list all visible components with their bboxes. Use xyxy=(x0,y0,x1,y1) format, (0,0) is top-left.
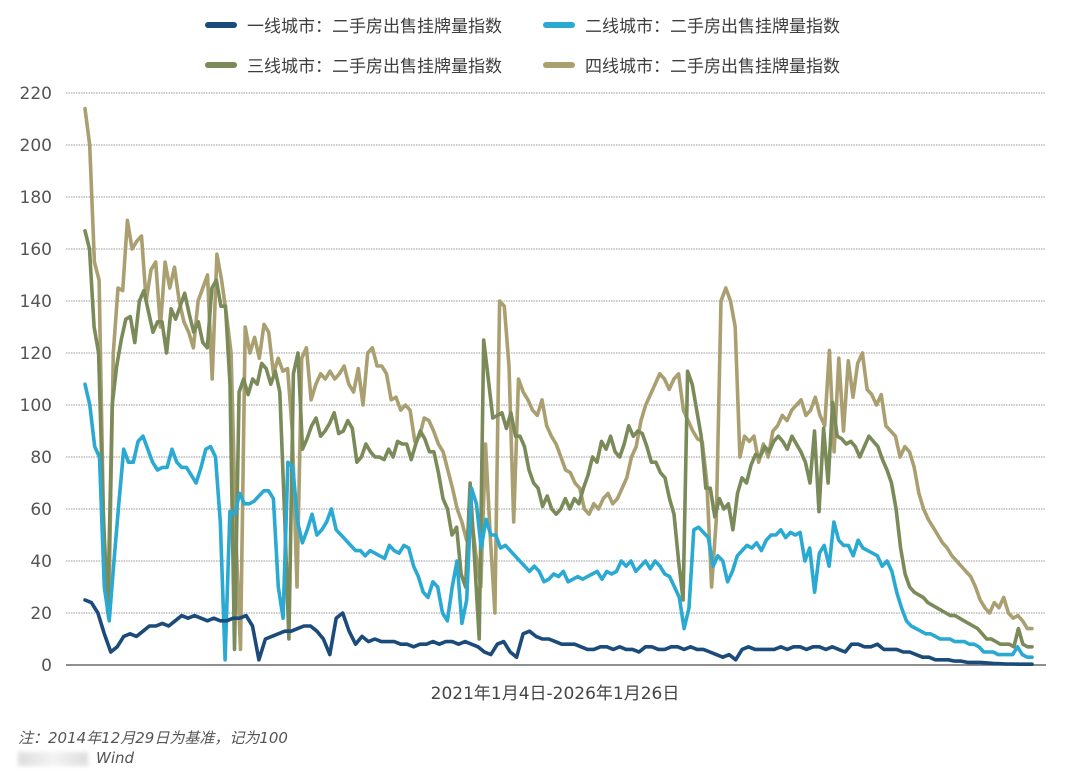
gridlines xyxy=(66,92,1046,614)
legend-item-tier3: 三线城市：二手房出售挂牌量指数 xyxy=(205,52,502,77)
x-axis-label: 2021年1月4日-2026年1月26日 xyxy=(430,684,680,704)
y-tick-label: 200 xyxy=(20,136,52,156)
legend-label: 四线城市：二手房出售挂牌量指数 xyxy=(585,57,840,77)
footnote: 注：2014年12月29日为基准，记为100 xyxy=(18,729,288,747)
series-tier1-line xyxy=(83,598,1034,667)
series-tier2-line xyxy=(83,382,1034,662)
y-tick-label: 100 xyxy=(20,396,52,416)
legend-label: 三线城市：二手房出售挂牌量指数 xyxy=(247,57,502,77)
y-tick-label: 180 xyxy=(20,188,52,208)
y-tick-label: 120 xyxy=(20,344,52,364)
series-tier3-line xyxy=(83,229,1034,652)
y-axis-ticks: 0 20 40 60 80 100 120 140 160 180 200 220 xyxy=(20,84,52,676)
y-tick-label: 140 xyxy=(20,292,52,312)
source-line: Wind xyxy=(18,749,134,767)
y-tick-label: 20 xyxy=(30,604,52,624)
source-text: Wind xyxy=(96,749,135,767)
legend-swatch-icon xyxy=(543,21,575,28)
y-tick-label: 60 xyxy=(30,500,52,520)
series-tier4-line xyxy=(83,106,1034,652)
series-lines xyxy=(83,106,1034,667)
legend-item-tier2: 二线城市：二手房出售挂牌量指数 xyxy=(543,12,840,37)
y-tick-label: 80 xyxy=(30,448,52,468)
legend-label: 二线城市：二手房出售挂牌量指数 xyxy=(585,17,840,37)
y-tick-label: 160 xyxy=(20,240,52,260)
legend-swatch-icon xyxy=(543,61,575,68)
redacted-text xyxy=(18,751,88,766)
legend-label: 一线城市：二手房出售挂牌量指数 xyxy=(247,17,502,37)
y-tick-label: 0 xyxy=(41,656,52,676)
y-tick-label: 40 xyxy=(30,552,52,572)
legend-item-tier1: 一线城市：二手房出售挂牌量指数 xyxy=(205,12,502,37)
legend-item-tier4: 四线城市：二手房出售挂牌量指数 xyxy=(543,52,840,77)
legend-swatch-icon xyxy=(205,21,237,28)
y-tick-label: 220 xyxy=(20,84,52,104)
legend-swatch-icon xyxy=(205,61,237,68)
